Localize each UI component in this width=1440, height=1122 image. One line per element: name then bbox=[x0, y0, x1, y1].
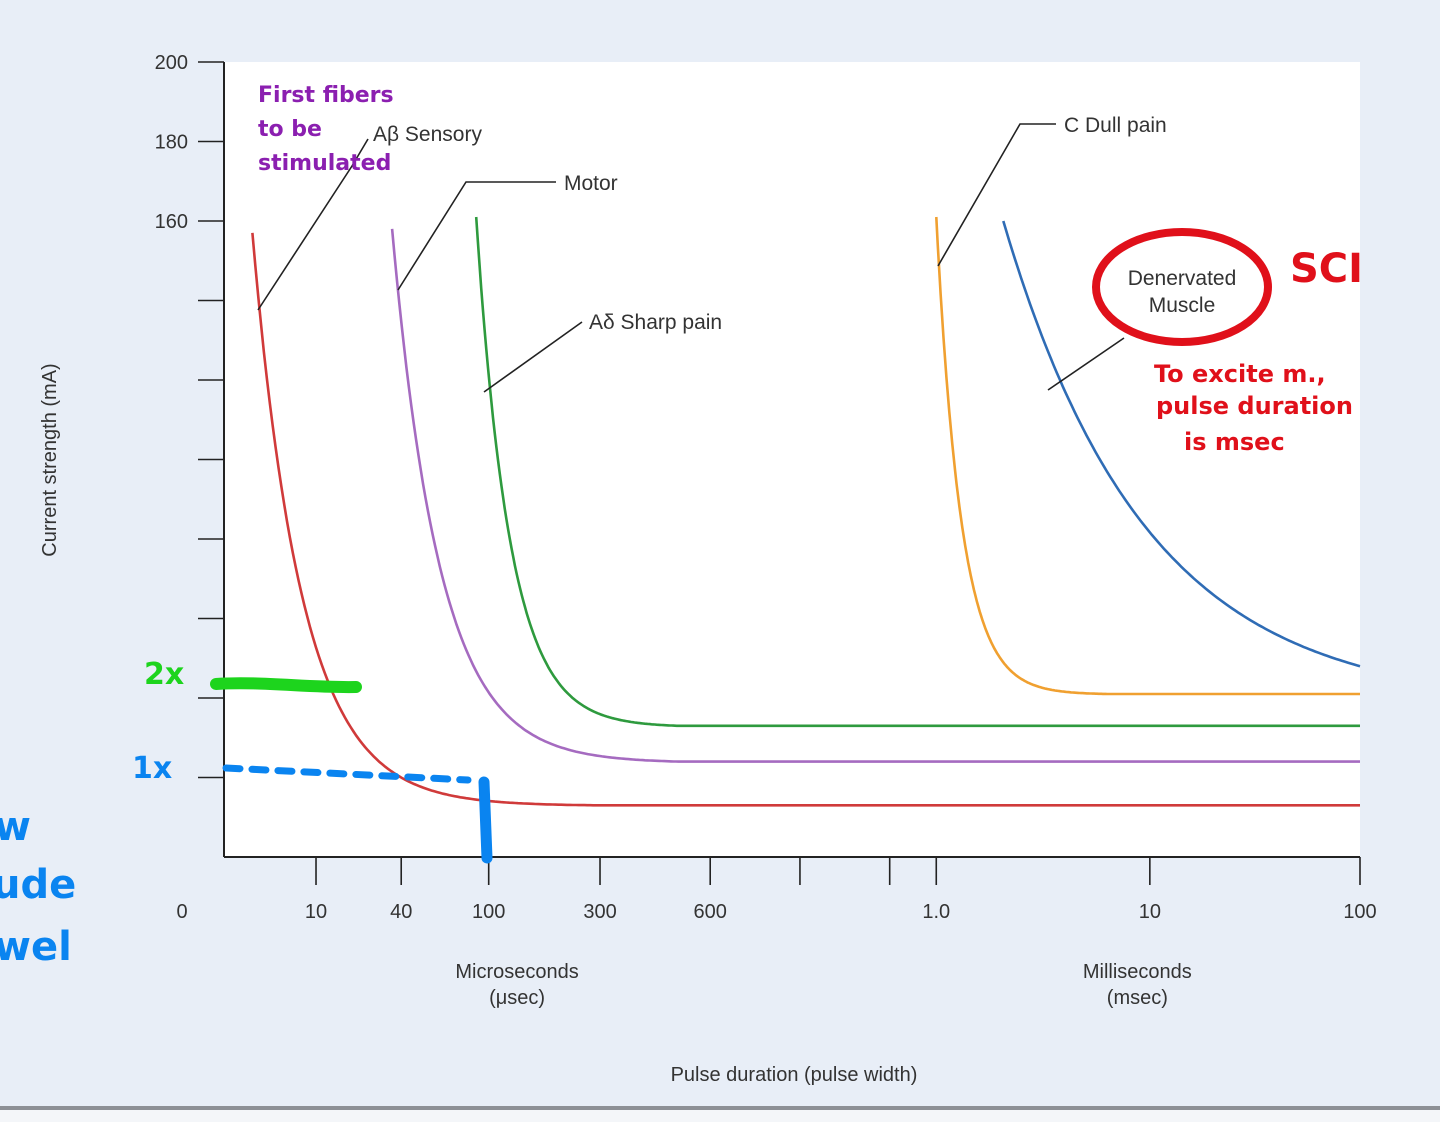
x-group-label: Microseconds bbox=[455, 961, 578, 983]
y-axis-title: Current strength (mA) bbox=[39, 363, 61, 556]
handwritten-note-first-fibers: First fibers bbox=[258, 83, 394, 108]
series-label: Motor bbox=[564, 172, 618, 195]
handwritten-left-fragment: wel bbox=[0, 924, 72, 970]
y-tick-label: 160 bbox=[155, 211, 188, 233]
series-label: Aβ Sensory bbox=[373, 123, 482, 146]
handwritten-note-excite: To excite m., bbox=[1154, 360, 1326, 388]
handwritten-note-excite: pulse duration bbox=[1156, 392, 1353, 420]
handwritten-left-fragment: w bbox=[0, 804, 31, 850]
leader-line bbox=[1047, 337, 1125, 391]
handwritten-2x: 2x bbox=[144, 657, 184, 692]
handwritten-note-excite: is msec bbox=[1184, 428, 1285, 456]
blue-vertical-mark bbox=[478, 776, 493, 864]
green-marker-line bbox=[210, 677, 362, 694]
x-tick-label: 300 bbox=[583, 901, 616, 923]
x-tick-label: 1.0 bbox=[922, 901, 950, 923]
series-line-1 bbox=[390, 228, 1360, 763]
series-line-0 bbox=[251, 232, 1360, 807]
bottom-divider bbox=[0, 1106, 1440, 1110]
x-tick-label: 0 bbox=[176, 901, 187, 923]
handwritten-note-first-fibers: stimulated bbox=[258, 151, 391, 176]
leader-line bbox=[937, 123, 1056, 267]
series-line-2 bbox=[474, 216, 1360, 728]
series-line-3 bbox=[935, 216, 1360, 696]
series-label: Denervated bbox=[1128, 267, 1237, 290]
handwritten-sci: SCI bbox=[1290, 246, 1363, 292]
x-tick-label: 40 bbox=[390, 901, 412, 923]
x-tick-label: 600 bbox=[694, 901, 727, 923]
series-line-4 bbox=[1002, 220, 1361, 668]
handwritten-left-fragment: ude bbox=[0, 862, 76, 908]
x-tick-label: 10 bbox=[305, 901, 327, 923]
leader-line bbox=[257, 138, 369, 311]
x-axis-title: Pulse duration (pulse width) bbox=[671, 1064, 918, 1086]
plot-background bbox=[224, 62, 1360, 857]
y-tick-label: 180 bbox=[155, 132, 188, 154]
series-label: Aδ Sharp pain bbox=[589, 311, 722, 334]
handwritten-note-first-fibers: to be bbox=[258, 117, 322, 142]
x-tick-label: 10 bbox=[1139, 901, 1161, 923]
bottom-strip bbox=[0, 1110, 1440, 1122]
series-label: C Dull pain bbox=[1064, 114, 1167, 137]
x-tick-label: 100 bbox=[1343, 901, 1376, 923]
x-group-unit: (μsec) bbox=[489, 987, 545, 1009]
handwritten-1x: 1x bbox=[132, 751, 172, 786]
x-group-unit: (msec) bbox=[1107, 987, 1168, 1009]
red-circle bbox=[1092, 228, 1272, 346]
x-group-label: Milliseconds bbox=[1083, 961, 1192, 983]
blue-dashed-line bbox=[222, 764, 472, 784]
series-label: Muscle bbox=[1149, 294, 1216, 317]
x-tick-label: 100 bbox=[472, 901, 505, 923]
leader-line bbox=[397, 181, 556, 291]
leader-line bbox=[483, 321, 583, 393]
y-tick-label: 200 bbox=[155, 52, 188, 74]
